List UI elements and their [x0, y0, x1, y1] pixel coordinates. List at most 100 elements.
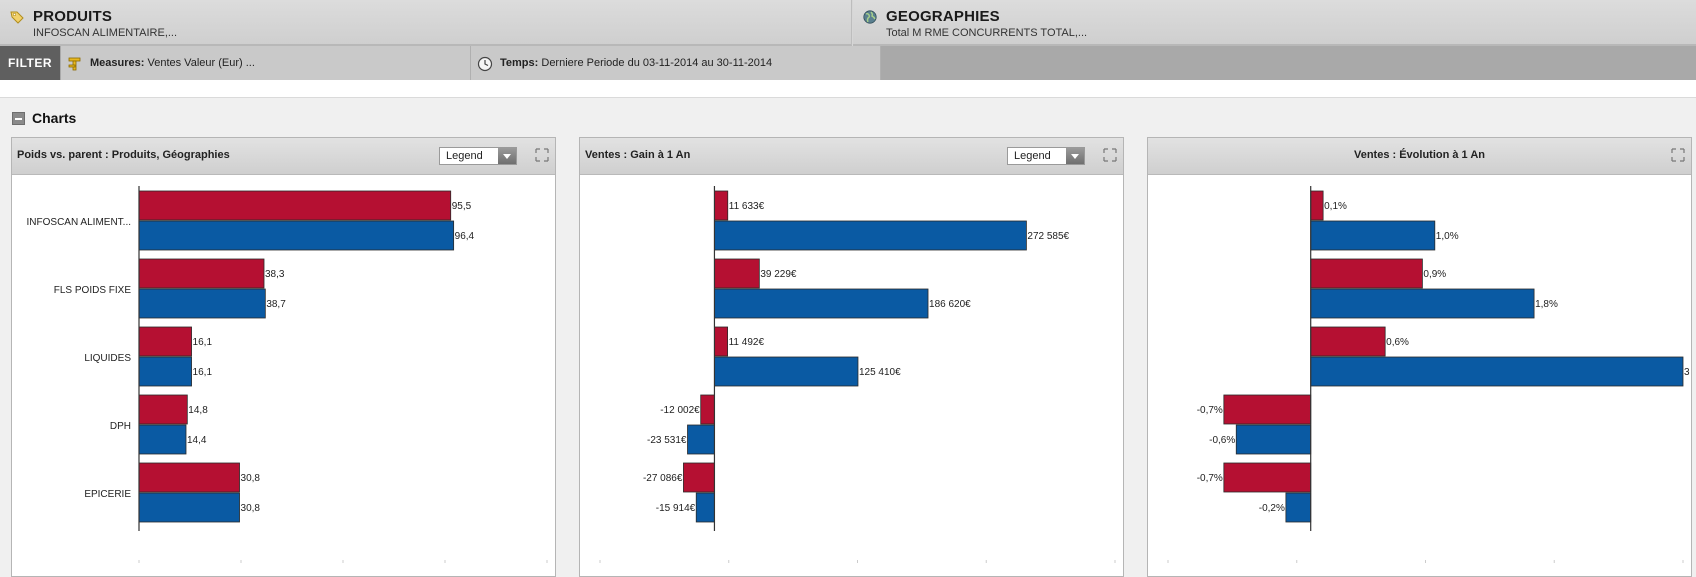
data-label: 125 410€: [859, 367, 901, 378]
bar: [714, 288, 929, 319]
data-label: -0,6%: [1209, 435, 1235, 446]
data-label: 11 633€: [729, 201, 765, 212]
produits-dimension[interactable]: PRODUITS INFOSCAN ALIMENTAIRE,...: [0, 0, 852, 46]
data-label: 1,8%: [1535, 299, 1558, 310]
legend-dropdown[interactable]: Legend: [439, 147, 517, 165]
legend-dropdown-value: Legend: [1014, 150, 1051, 162]
data-label: 272 585€: [1027, 231, 1069, 242]
chevron-down-icon: [1066, 148, 1084, 164]
expand-icon[interactable]: [534, 147, 550, 163]
bar: [138, 492, 240, 523]
data-label: 38,7: [266, 299, 286, 310]
geographies-title: GEOGRAPHIES: [886, 8, 1000, 25]
bar: [1310, 356, 1684, 387]
data-label: 11 492€: [729, 337, 765, 348]
bar: [714, 190, 729, 221]
data-label: 30,8: [241, 503, 261, 514]
data-label: 16,1: [193, 367, 213, 378]
bar: [1223, 394, 1312, 425]
bar: [1310, 258, 1423, 289]
chart-panel-evolution: Ventes : Évolution à 1 An 0,1% 1,0% 0,9% 1,…: [1147, 137, 1692, 577]
data-label: 1,0%: [1436, 231, 1459, 242]
bar: [714, 258, 760, 289]
bar: [1310, 288, 1535, 319]
data-label: 95,5: [452, 201, 472, 212]
expand-icon[interactable]: [1102, 147, 1118, 163]
data-label: 0,9%: [1423, 269, 1446, 280]
section-title: Charts: [32, 110, 77, 126]
expand-icon[interactable]: [1670, 147, 1686, 163]
data-label: -0,2%: [1259, 503, 1285, 514]
temps-label: Temps:: [500, 57, 539, 69]
category-label: DPH: [110, 421, 131, 432]
data-label: 96,4: [455, 231, 475, 242]
bar: [138, 190, 452, 221]
chart-gain: 11 633€ 272 585€ 39 229€ 186 620€ 11 492€ 125…: [599, 186, 1116, 563]
bar: [714, 356, 859, 387]
panel-title: Ventes : Gain à 1 An: [585, 149, 691, 161]
data-label: 30,8: [241, 473, 261, 484]
chart-panel-gain: Ventes : Gain à 1 An Legend 11 633€ 272 5…: [579, 137, 1124, 577]
data-label: 0,6%: [1386, 337, 1409, 348]
temps-filter[interactable]: Temps: Derniere Periode du 03-11-2014 au…: [471, 46, 881, 80]
data-label: -27 086€: [643, 473, 683, 484]
category-label: FLS POIDS FIXE: [54, 285, 132, 296]
bar: [714, 220, 1027, 251]
data-label: 38,3: [265, 269, 285, 280]
bar: [138, 424, 187, 455]
panel-title: Ventes : Évolution à 1 An: [1353, 149, 1485, 161]
data-label: 16,1: [193, 337, 213, 348]
bar: [714, 326, 728, 357]
panel-header: Poids vs. parent : Produits, Géographies…: [12, 138, 555, 175]
filter-label[interactable]: FILTER: [0, 46, 60, 80]
produits-title: PRODUITS: [33, 8, 113, 25]
data-label: 14,4: [187, 435, 207, 446]
temps-value: Derniere Periode du 03-11-2014 au 30-11-…: [541, 57, 773, 69]
bar: [700, 394, 715, 425]
data-label: -12 002€: [660, 405, 700, 416]
measures-label: Measures:: [90, 57, 145, 69]
data-label: -15 914€: [656, 503, 696, 514]
legend-dropdown-value: Legend: [446, 150, 483, 162]
data-label: -0,7%: [1197, 473, 1223, 484]
panel-header: Ventes : Gain à 1 An Legend: [580, 138, 1123, 175]
bar: [1223, 462, 1312, 493]
bar: [1310, 190, 1324, 221]
measures-icon: [68, 57, 81, 71]
bar: [138, 356, 192, 387]
bar: [138, 462, 240, 493]
bar: [138, 288, 266, 319]
produits-subtitle: INFOSCAN ALIMENTAIRE,...: [33, 27, 178, 39]
data-label: -0,7%: [1197, 405, 1223, 416]
panel-header: Ventes : Évolution à 1 An: [1148, 138, 1691, 175]
data-label: -23 531€: [647, 435, 687, 446]
bar: [1235, 424, 1312, 455]
bar: [138, 258, 265, 289]
chart-poids: INFOSCAN ALIMENT... 95,5 96,4 FLS POIDS FIX…: [27, 186, 548, 563]
bar: [687, 424, 715, 455]
charts-section: Charts Poids vs. parent : Produits, Géog…: [0, 97, 1696, 577]
category-label: EPICERIE: [84, 489, 131, 500]
data-label: 39 229€: [760, 269, 797, 280]
data-label: 3: [1684, 367, 1690, 378]
bar: [138, 220, 455, 251]
legend-dropdown[interactable]: Legend: [1007, 147, 1085, 165]
tag-icon: [10, 11, 24, 24]
collapse-toggle-icon[interactable]: [12, 112, 25, 125]
data-label: 14,8: [188, 405, 208, 416]
dimensions-bar: PRODUITS INFOSCAN ALIMENTAIRE,... GEOGRA…: [0, 0, 1696, 46]
data-label: 0,1%: [1324, 201, 1347, 212]
chart-panel-poids: Poids vs. parent : Produits, Géographies…: [11, 137, 556, 577]
clock-icon: [477, 56, 493, 72]
measures-filter[interactable]: Measures: Ventes Valeur (Eur) ...: [61, 46, 471, 80]
data-label: 186 620€: [929, 299, 971, 310]
geographies-subtitle: Total M RME CONCURRENTS TOTAL,...: [886, 27, 1088, 39]
bar: [1285, 492, 1312, 523]
bar: [138, 326, 192, 357]
chevron-down-icon: [498, 148, 516, 164]
globe-icon: [863, 10, 877, 24]
bar: [1310, 326, 1386, 357]
geographies-dimension[interactable]: GEOGRAPHIES Total M RME CONCURRENTS TOTA…: [853, 0, 1696, 46]
category-label: INFOSCAN ALIMENT...: [27, 217, 131, 228]
bar: [138, 394, 188, 425]
